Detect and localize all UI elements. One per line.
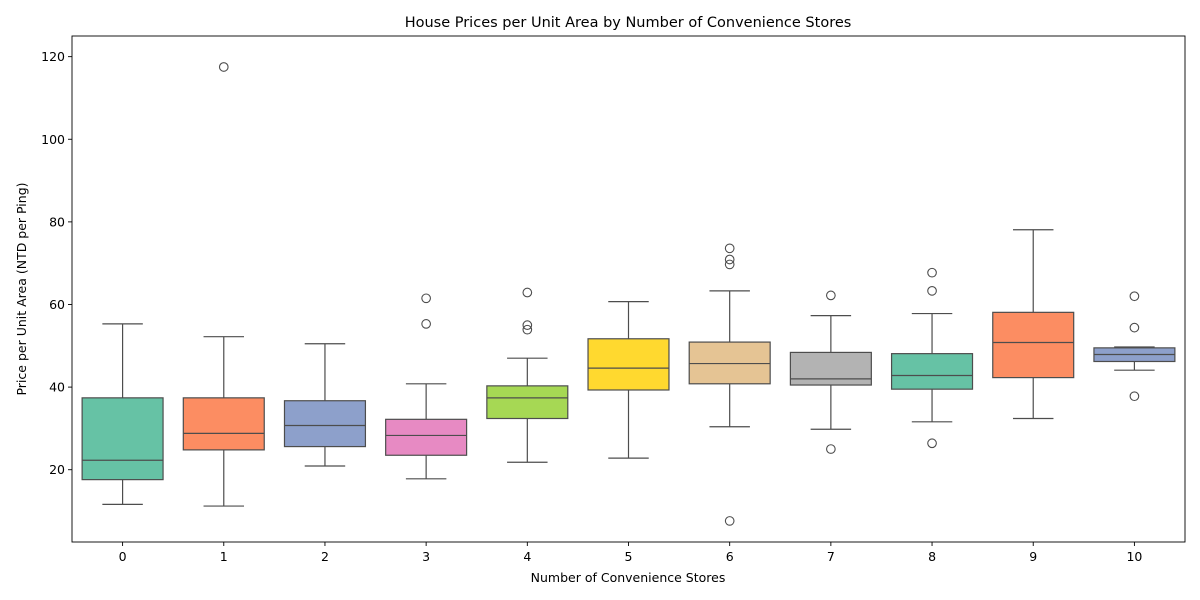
- chart-title: House Prices per Unit Area by Number of …: [405, 15, 852, 31]
- box-group-0: [81, 323, 164, 506]
- x-tick-label: 2: [321, 549, 329, 564]
- x-tick-label: 5: [625, 549, 633, 564]
- outlier-point: [1129, 391, 1140, 402]
- x-tick-label: 6: [726, 549, 734, 564]
- plot-frame: [71, 35, 1186, 543]
- x-tick-label: 9: [1029, 549, 1037, 564]
- outlier-point: [1129, 322, 1140, 333]
- box-iqr: [688, 341, 771, 385]
- y-tick-label: 100: [41, 132, 65, 147]
- outlier-point: [421, 319, 431, 329]
- x-tick-label: 10: [1126, 549, 1142, 564]
- outlier-point: [522, 287, 533, 298]
- box-iqr: [992, 311, 1075, 379]
- box-group-8: [890, 267, 974, 449]
- box-iqr: [789, 351, 872, 386]
- outlier-point: [927, 438, 937, 449]
- outlier-point: [421, 293, 431, 304]
- y-tick-label: 120: [41, 49, 65, 64]
- box-group-7: [789, 290, 872, 454]
- y-tick-label: 80: [49, 214, 65, 229]
- outlier-point: [724, 254, 735, 265]
- box-iqr: [890, 353, 974, 390]
- box-group-3: [385, 293, 468, 480]
- box-iqr: [182, 397, 265, 451]
- y-tick-label: 40: [49, 380, 65, 395]
- x-tick-label: 1: [220, 549, 228, 564]
- x-tick-label: 3: [422, 549, 430, 564]
- x-tick-label: 0: [119, 549, 127, 564]
- box-group-10: [1093, 291, 1176, 402]
- box-iqr: [81, 397, 164, 481]
- y-tick-label: 60: [49, 297, 65, 312]
- outlier-point: [724, 243, 735, 254]
- box-group-1: [182, 62, 265, 507]
- outlier-point: [724, 259, 735, 270]
- box-iqr: [385, 418, 468, 456]
- box-group-5: [587, 300, 670, 459]
- x-tick-label: 8: [928, 549, 936, 564]
- outlier-point: [826, 444, 836, 454]
- outlier-point: [927, 286, 937, 296]
- x-tick-label: 7: [827, 549, 835, 564]
- y-axis-label: Price per Unit Area (NTD per Ping): [14, 182, 29, 395]
- y-tick-label: 20: [49, 462, 65, 477]
- outlier-point: [724, 516, 735, 526]
- outlier-point: [218, 62, 229, 72]
- outlier-point: [522, 320, 533, 330]
- box-iqr: [587, 338, 670, 391]
- x-axis-label: Number of Convenience Stores: [531, 570, 726, 585]
- box-iqr: [283, 400, 367, 448]
- outlier-point: [826, 290, 836, 301]
- box-group-2: [283, 343, 367, 467]
- plot-area: [81, 62, 1176, 526]
- outlier-point: [927, 267, 937, 278]
- box-group-4: [486, 287, 569, 463]
- outlier-point: [1129, 291, 1140, 302]
- box-group-9: [992, 229, 1075, 420]
- axes: 20 40 60 80 100 120 0 1 2 3 4 5 6 7 8 9 10: [41, 49, 1142, 564]
- outlier-point: [522, 324, 533, 335]
- x-tick-label: 4: [523, 549, 531, 564]
- box-group-6: [688, 243, 771, 526]
- box-iqr: [486, 385, 569, 420]
